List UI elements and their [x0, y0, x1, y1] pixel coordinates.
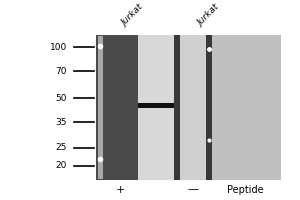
- Bar: [174, 35, 180, 180]
- Text: Peptide: Peptide: [227, 185, 264, 195]
- Bar: [97, 35, 138, 180]
- Bar: [206, 35, 212, 180]
- Text: 25: 25: [56, 143, 67, 152]
- Bar: [97, 35, 281, 180]
- Text: 100: 100: [50, 43, 67, 52]
- Text: Jurkat: Jurkat: [120, 3, 145, 28]
- Bar: [180, 35, 206, 180]
- Text: +: +: [116, 185, 125, 195]
- Text: 20: 20: [56, 161, 67, 170]
- Bar: [138, 35, 174, 180]
- Text: —: —: [187, 185, 198, 195]
- Text: 35: 35: [55, 118, 67, 127]
- Bar: [98, 36, 103, 179]
- Text: 70: 70: [55, 67, 67, 76]
- Text: Jurkat: Jurkat: [196, 3, 221, 28]
- Text: 50: 50: [55, 94, 67, 103]
- Bar: [138, 103, 174, 108]
